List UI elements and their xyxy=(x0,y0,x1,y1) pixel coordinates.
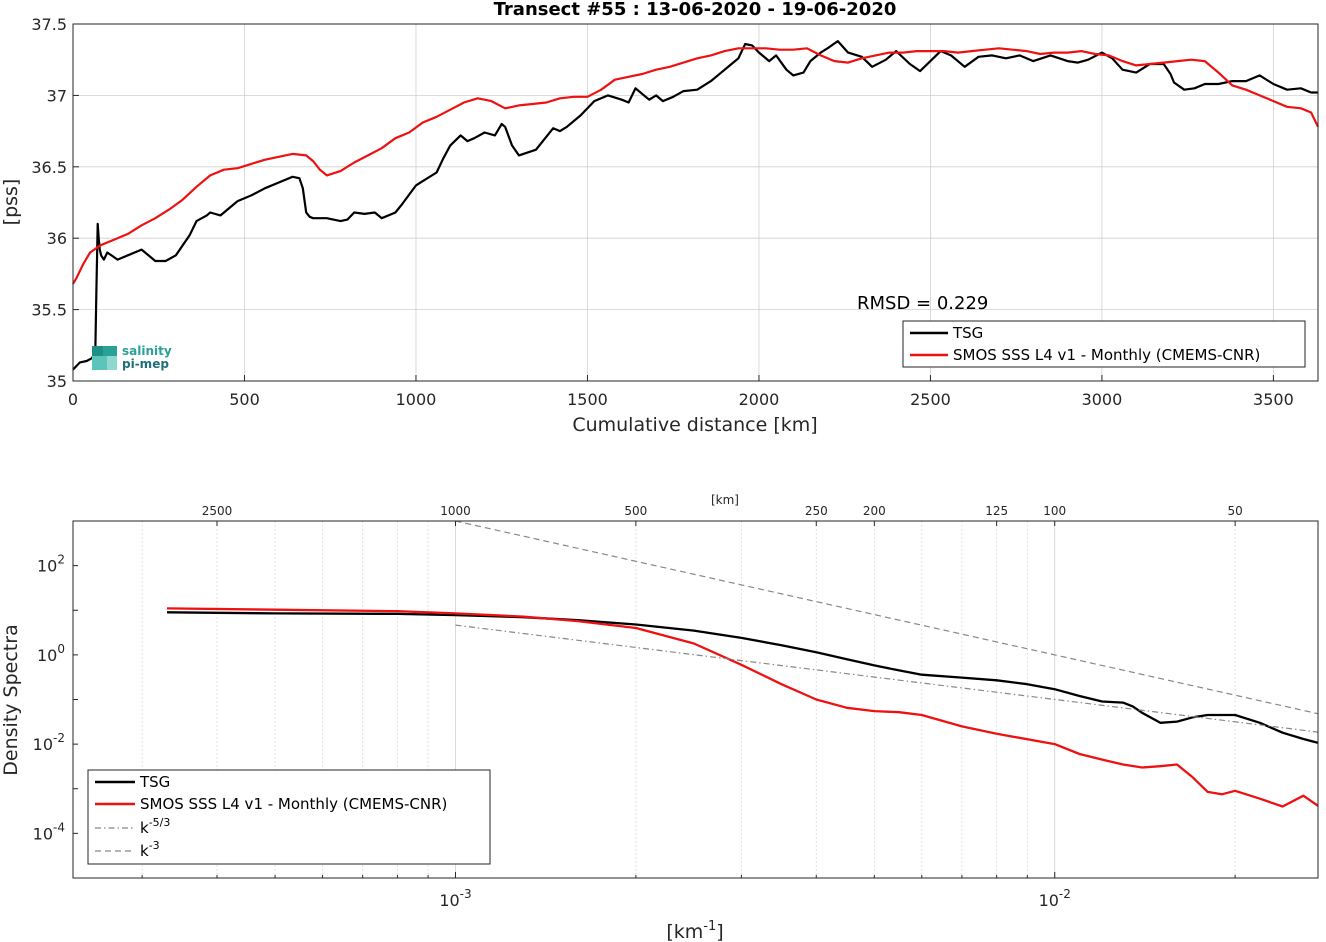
top-tick-label: 100 xyxy=(1043,504,1066,518)
transect-title: Transect #55 : 13-06-2020 - 19-06-2020 xyxy=(494,0,897,20)
x-tick-label: 3500 xyxy=(1253,390,1294,409)
legend-label-smos: SMOS SSS L4 v1 - Monthly (CMEMS-CNR) xyxy=(953,346,1260,364)
y-tick-label: 36.5 xyxy=(31,158,67,177)
rmsd-annotation: RMSD = 0.229 xyxy=(857,293,988,314)
x-tick-label-exp: -3 xyxy=(460,887,472,901)
legend-label-k3: k-3 xyxy=(140,839,160,860)
top-tick-label: 500 xyxy=(624,504,647,518)
spectra-x-label: [km-1] xyxy=(666,919,723,942)
spectra-x-label-sup: -1 xyxy=(703,919,716,934)
y-tick-label-base: 10 xyxy=(33,824,53,843)
x-tick-label: 10-2 xyxy=(1039,887,1071,910)
transect-legend: TSG SMOS SSS L4 v1 - Monthly (CMEMS-CNR) xyxy=(902,320,1306,368)
series-line-tsg xyxy=(72,40,1318,371)
y-tick-label: 35.5 xyxy=(31,301,67,320)
legend-label-k3-sup: -3 xyxy=(149,839,160,852)
top-tick-label: 250 xyxy=(805,504,828,518)
x-tick-label: 3000 xyxy=(1082,390,1123,409)
x-tick-label: 0 xyxy=(68,390,78,409)
legend-label-smos-spectra: SMOS SSS L4 v1 - Monthly (CMEMS-CNR) xyxy=(140,795,447,813)
y-tick-label: 36 xyxy=(47,229,67,248)
x-tick-label: 1000 xyxy=(396,390,437,409)
legend-label-k53-base: k xyxy=(140,819,149,837)
x-tick-label: 1500 xyxy=(567,390,608,409)
logo-block xyxy=(107,356,117,370)
y-tick-label: 37 xyxy=(47,86,67,105)
y-tick-label: 100 xyxy=(37,642,65,665)
x-tick-label-exp: -2 xyxy=(1059,887,1071,901)
transect-grid xyxy=(73,24,1318,381)
y-tick-label-base: 10 xyxy=(37,646,57,665)
spectra-y-label: Density Spectra xyxy=(0,624,22,775)
salinity-pi-mep-logo: salinity pi-mep xyxy=(92,344,172,371)
spectra-x-label-end: ] xyxy=(716,921,723,942)
transect-y-label: [pss] xyxy=(0,179,22,226)
transect-ticks: 0 500 1000 1500 2000 2500 3000 3500 35 35.5 36 36.5… xyxy=(31,15,1293,409)
logo-text-salinity: salinity xyxy=(122,344,172,358)
x-tick-label-base: 10 xyxy=(1039,891,1059,910)
y-tick-label-exp: -2 xyxy=(53,731,65,745)
top-tick-label: 2500 xyxy=(202,504,233,518)
x-tick-label: 2500 xyxy=(910,390,951,409)
y-tick-label-base: 10 xyxy=(33,735,53,754)
logo-block xyxy=(92,356,107,370)
y-tick-label: 35 xyxy=(47,372,67,391)
legend-label-tsg: TSG xyxy=(952,324,983,342)
transect-series xyxy=(72,40,1319,371)
logo-block xyxy=(103,346,117,356)
x-tick-label: 500 xyxy=(229,390,260,409)
spectra-series xyxy=(166,521,1318,808)
top-tick-label: 1000 xyxy=(440,504,471,518)
transect-panel: 0 500 1000 1500 2000 2500 3000 3500 35 35.5 36 36.5… xyxy=(0,0,1319,436)
y-tick-label-base: 10 xyxy=(37,557,57,576)
legend-label-k53-sup: -5/3 xyxy=(149,816,171,829)
legend-label-k53: k-5/3 xyxy=(140,816,170,837)
transect-x-label: Cumulative distance [km] xyxy=(572,414,817,436)
legend-label-tsg-spectra: TSG xyxy=(139,773,170,791)
spectra-top-axis-label: [km] xyxy=(711,493,739,507)
legend-label-k3-base: k xyxy=(140,842,149,860)
y-tick-label: 10-2 xyxy=(33,731,65,754)
series-line-tsg-spectra xyxy=(166,611,1318,745)
top-tick-label: 125 xyxy=(985,504,1008,518)
y-tick-label: 10-4 xyxy=(33,820,65,843)
series-line-smos xyxy=(72,47,1319,285)
transect-axes-box xyxy=(72,23,1319,382)
transect-legend-box xyxy=(902,320,1306,368)
x-tick-label: 10-3 xyxy=(439,887,471,910)
x-tick-label-base: 10 xyxy=(439,891,459,910)
reference-line-k53 xyxy=(455,624,1318,733)
spectra-legend: TSG SMOS SSS L4 v1 - Monthly (CMEMS-CNR)… xyxy=(87,769,491,865)
spectra-legend-box xyxy=(87,769,491,865)
logo-block xyxy=(92,346,103,356)
x-tick-label: 2000 xyxy=(739,390,780,409)
y-tick-label: 37.5 xyxy=(31,15,67,34)
spectra-x-label-base: [km xyxy=(666,921,703,942)
y-tick-label: 102 xyxy=(37,553,65,576)
reference-line-k3 xyxy=(455,521,1318,715)
y-tick-label-exp: 2 xyxy=(57,553,65,567)
y-tick-label-exp: -4 xyxy=(53,820,65,834)
top-tick-label: 50 xyxy=(1227,504,1242,518)
top-tick-label: 200 xyxy=(863,504,886,518)
logo-text-pi-mep: pi-mep xyxy=(122,357,169,371)
y-tick-label-exp: 0 xyxy=(57,642,65,656)
series-line-smos-spectra xyxy=(166,607,1318,808)
